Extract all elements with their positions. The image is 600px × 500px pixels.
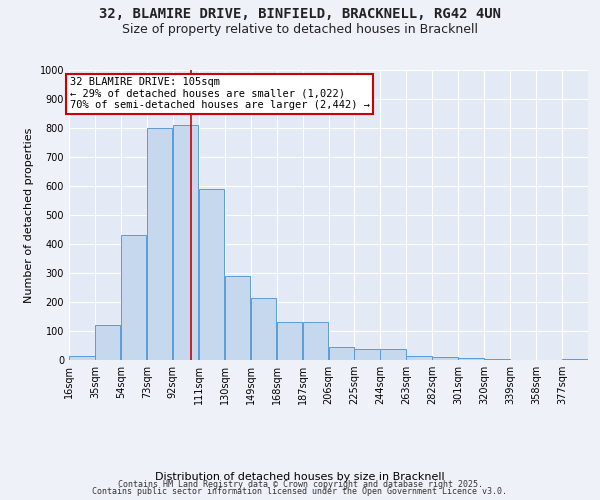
Bar — [355, 349, 380, 360]
Bar — [329, 347, 354, 360]
Bar — [95, 325, 121, 360]
Bar — [562, 358, 587, 360]
Bar — [69, 356, 95, 360]
Text: Contains HM Land Registry data © Crown copyright and database right 2025.: Contains HM Land Registry data © Crown c… — [118, 480, 482, 489]
Text: Contains public sector information licensed under the Open Government Licence v3: Contains public sector information licen… — [92, 487, 508, 496]
Text: 32, BLAMIRE DRIVE, BINFIELD, BRACKNELL, RG42 4UN: 32, BLAMIRE DRIVE, BINFIELD, BRACKNELL, … — [99, 8, 501, 22]
Bar — [380, 349, 406, 360]
Text: Size of property relative to detached houses in Bracknell: Size of property relative to detached ho… — [122, 22, 478, 36]
Bar — [199, 189, 224, 360]
Bar — [277, 322, 302, 360]
Bar — [224, 276, 250, 360]
Bar — [121, 236, 146, 360]
Bar — [251, 298, 276, 360]
Bar — [173, 125, 199, 360]
Bar — [432, 357, 458, 360]
Text: Distribution of detached houses by size in Bracknell: Distribution of detached houses by size … — [155, 472, 445, 482]
Bar — [406, 356, 432, 360]
Bar — [302, 322, 328, 360]
Bar — [458, 358, 484, 360]
Text: 32 BLAMIRE DRIVE: 105sqm
← 29% of detached houses are smaller (1,022)
70% of sem: 32 BLAMIRE DRIVE: 105sqm ← 29% of detach… — [70, 77, 370, 110]
Y-axis label: Number of detached properties: Number of detached properties — [24, 128, 34, 302]
Bar — [147, 128, 172, 360]
